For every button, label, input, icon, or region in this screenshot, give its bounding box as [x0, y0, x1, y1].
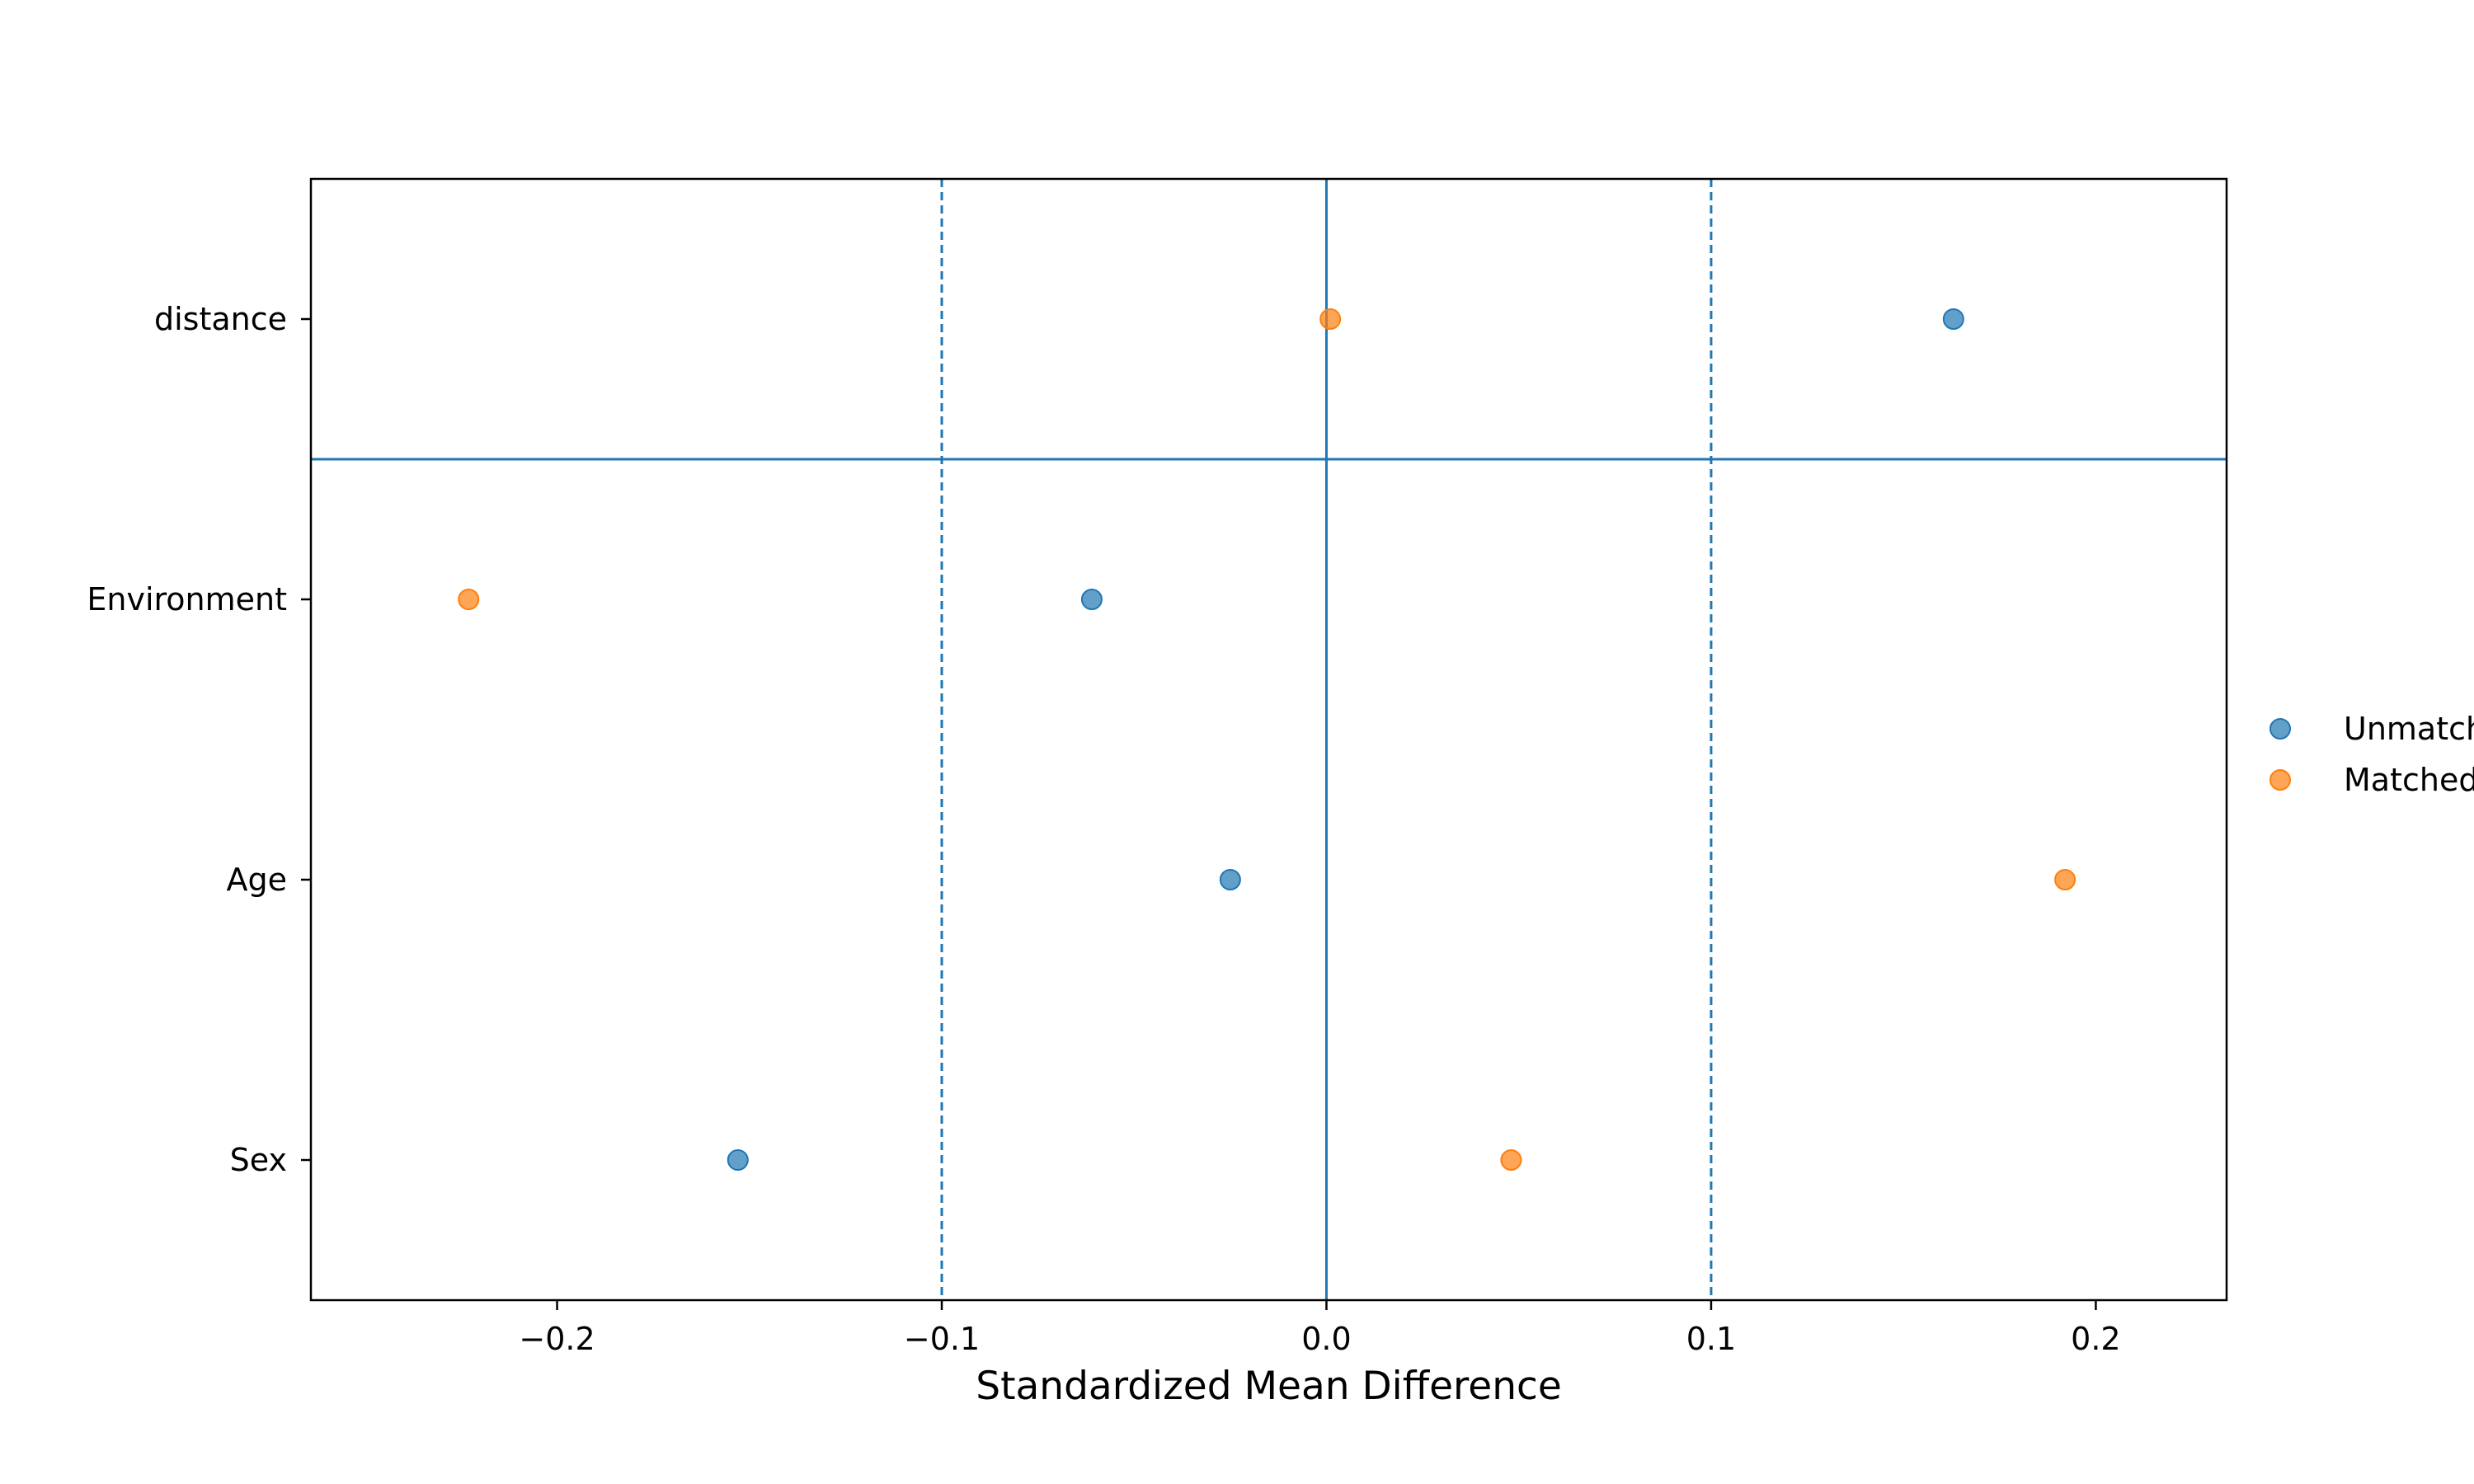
y-tick-label: Age — [227, 862, 288, 898]
matched-point-distance — [1319, 308, 1342, 330]
unmatched-point-distance — [1942, 308, 1964, 330]
legend: Unmatched Matched — [2269, 711, 2474, 798]
x-tick-label: −0.1 — [904, 1321, 980, 1357]
y-tick-label: Environment — [87, 581, 287, 618]
legend-marker — [2269, 769, 2291, 791]
y-axis: distance Environment Age Sex — [87, 301, 311, 1178]
x-axis: −0.2 −0.1 0.0 0.1 0.2 — [519, 1300, 2121, 1357]
x-axis-title: Standardized Mean Difference — [976, 1364, 1562, 1409]
unmatched-point-age — [1219, 869, 1241, 890]
unmatched-point-environment — [1080, 589, 1103, 610]
matched-point-environment — [458, 589, 480, 610]
unmatched-point-sex — [727, 1149, 749, 1171]
data-points — [458, 308, 2077, 1171]
x-tick-label: 0.0 — [1301, 1321, 1351, 1357]
legend-label: Unmatched — [2344, 711, 2474, 747]
legend-marker — [2269, 718, 2291, 740]
reference-lines — [311, 179, 2227, 1300]
y-tick-label: distance — [154, 301, 287, 337]
x-tick-label: 0.2 — [2071, 1321, 2120, 1357]
x-tick-label: 0.1 — [1686, 1321, 1736, 1357]
matched-point-sex — [1500, 1149, 1522, 1171]
x-tick-label: −0.2 — [519, 1321, 595, 1357]
y-tick-label: Sex — [230, 1142, 287, 1178]
matched-point-age — [2054, 869, 2077, 890]
plot-area-frame — [309, 177, 2228, 1302]
legend-label: Matched — [2344, 762, 2474, 798]
